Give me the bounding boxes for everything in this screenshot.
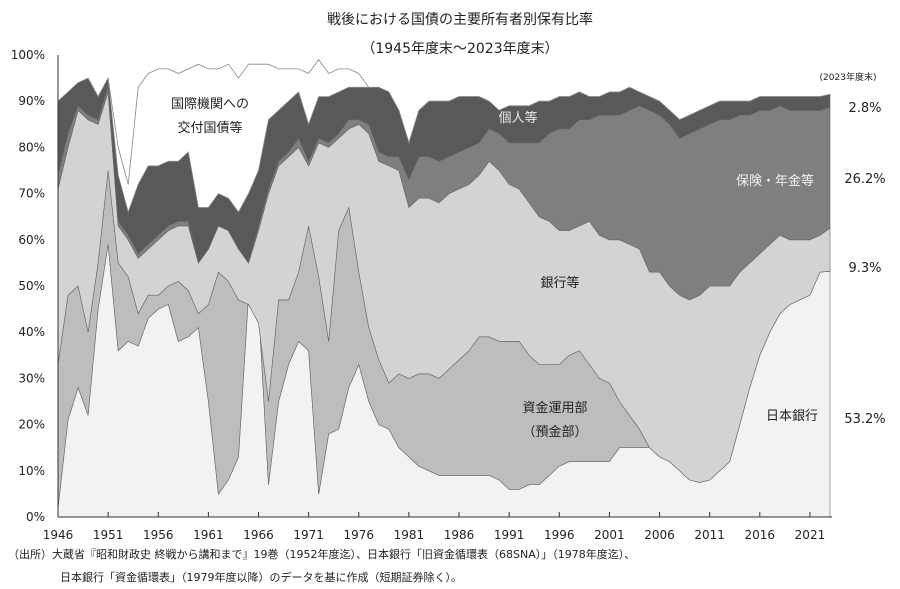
y-tick-label: 40%	[18, 325, 45, 339]
x-axis: 1946 1951 1956 1961 1966 1971 1976 1981 1986 1991…	[43, 512, 825, 542]
y-tick-label: 80%	[18, 140, 45, 154]
label-intl-1: 国際機関への	[171, 97, 249, 112]
x-tick-label: 2006	[644, 528, 675, 542]
label-bank: 銀行等	[540, 275, 579, 291]
x-tick-label: 1966	[243, 528, 274, 542]
y-axis: 0% 10% 20% 30% 40% 50% 60% 70% 80% 90% 100%	[11, 48, 45, 524]
label-individual: 個人等	[498, 110, 537, 126]
x-tick-label: 1946	[43, 528, 74, 542]
end-label-boj: 53.2%	[844, 412, 885, 427]
end-label-individual: 2.8%	[848, 101, 881, 116]
x-tick-label: 1956	[143, 528, 174, 542]
x-tick-label: 1981	[394, 528, 425, 542]
x-tick-label: 2021	[795, 528, 826, 542]
y-tick-label: 10%	[18, 464, 45, 478]
y-tick-label: 0%	[26, 510, 45, 524]
y-tick-label: 90%	[18, 94, 45, 108]
area-layers	[57, 58, 831, 518]
x-tick-label: 1976	[344, 528, 375, 542]
y-tick-label: 70%	[18, 187, 45, 201]
label-insurance: 保険・年金等	[736, 173, 814, 189]
x-tick-label: 2011	[694, 528, 725, 542]
y-tick-label: 100%	[11, 48, 45, 62]
footer-source-line2: 日本銀行「資金循環表」（1979年度以降）のデータを基に作成（短期証券除く）。	[60, 571, 462, 584]
end-label-bank: 9.3%	[848, 261, 881, 276]
x-tick-label: 1951	[93, 528, 124, 542]
y-tick-label: 30%	[18, 371, 45, 385]
label-trust-1: 資金運用部	[522, 400, 587, 416]
end-label-insurance: 26.2%	[844, 172, 885, 187]
y-tick-label: 50%	[18, 279, 45, 293]
y-tick-label: 60%	[18, 233, 45, 247]
x-tick-label: 2016	[745, 528, 776, 542]
label-boj: 日本銀行	[766, 409, 818, 424]
x-tick-label: 1971	[293, 528, 324, 542]
label-trust-2: （預金部）	[522, 424, 587, 440]
footer-source-line1: （出所）大蔵省『昭和財政史 終戦から講和まで』19巻（1952年度迄）、日本銀行…	[8, 548, 636, 561]
area-6	[57, 58, 831, 214]
chart-subtitle: （1945年度末～2023年度末）	[361, 41, 558, 57]
y-tick-label: 20%	[18, 418, 45, 432]
end-label-header: (2023年度末)	[820, 71, 877, 83]
x-tick-label: 1996	[544, 528, 575, 542]
x-tick-label: 1961	[193, 528, 224, 542]
x-tick-label: 2001	[594, 528, 625, 542]
x-tick-label: 1986	[444, 528, 475, 542]
x-tick-label: 1991	[494, 528, 525, 542]
chart-title: 戦後における国債の主要所有者別保有比率	[327, 11, 593, 28]
label-intl-2: 交付国債等	[177, 120, 242, 136]
